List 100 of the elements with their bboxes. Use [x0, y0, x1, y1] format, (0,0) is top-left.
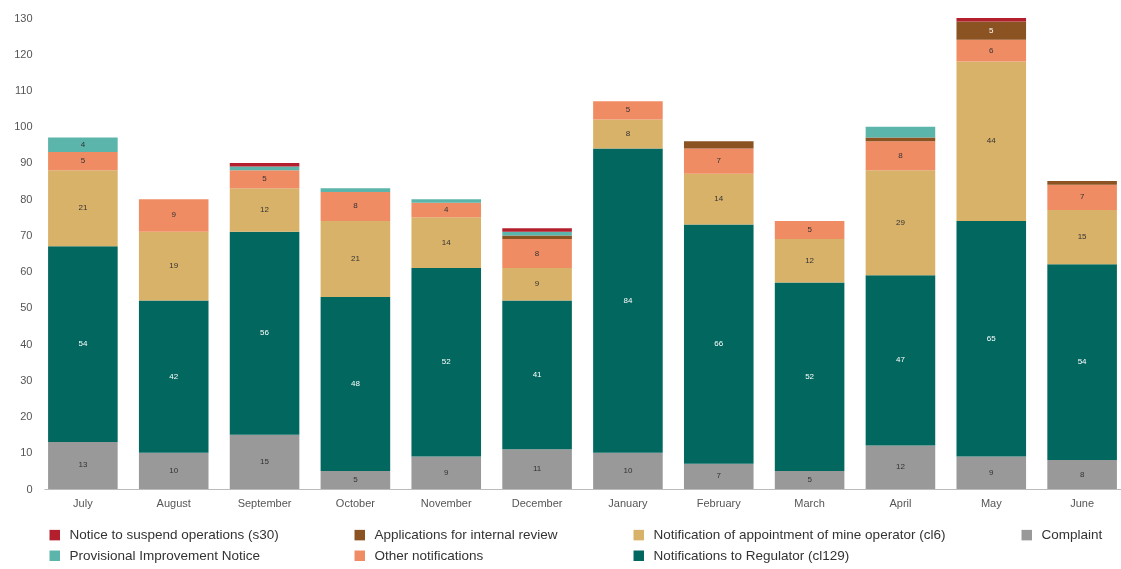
y-tick-label: 110: [14, 83, 33, 96]
bar: [1047, 184, 1117, 211]
data-label: 52: [805, 371, 815, 381]
bar: [320, 470, 391, 489]
data-label: 66: [714, 339, 724, 349]
data-label: 14: [714, 194, 724, 204]
data-label: 15: [1077, 232, 1088, 242]
bar: [502, 300, 572, 450]
bar: [956, 18, 1027, 22]
data-label: 5: [80, 156, 86, 166]
data-label: 11: [532, 464, 542, 474]
x-tick-label: February: [696, 496, 742, 509]
y-tick-label: 130: [14, 11, 33, 24]
legend-label: Notification of appointment of mine operator (cl6): [653, 527, 946, 543]
x-tick-label: December: [511, 496, 563, 509]
data-label: 9: [444, 467, 450, 477]
data-label: 56: [260, 328, 270, 338]
data-label: 4: [444, 205, 450, 215]
legend-label: Notice to suspend operations (s30): [69, 527, 279, 543]
bar: [229, 170, 300, 189]
data-label: 47: [895, 355, 906, 365]
x-tick-label: March: [794, 496, 825, 509]
y-tick-label: 40: [20, 337, 33, 350]
bar: [1047, 210, 1117, 265]
bar: [502, 235, 572, 240]
data-label: 15: [260, 456, 270, 466]
bar: [774, 470, 845, 489]
y-tick-label: 70: [20, 228, 33, 241]
bar: [320, 296, 391, 471]
data-label: 5: [989, 25, 995, 35]
x-tick-label: September: [237, 496, 292, 509]
data-label: 7: [1079, 192, 1085, 202]
bar: [502, 228, 572, 232]
data-label: 54: [78, 339, 88, 349]
bar: [138, 452, 209, 489]
data-label: 21: [78, 203, 88, 213]
bar: [229, 162, 300, 167]
bar: [774, 239, 845, 283]
data-label: 84: [623, 295, 633, 305]
y-tick-label: 80: [20, 192, 33, 205]
legend-label: Notifications to Regulator (cl129): [653, 547, 850, 563]
bar: [774, 282, 845, 471]
data-label: 8: [625, 128, 631, 138]
data-label: 19: [169, 261, 179, 271]
x-tick-label: October: [335, 496, 376, 509]
bar: [411, 456, 482, 489]
data-label: 9: [534, 279, 540, 289]
data-label: 9: [989, 467, 995, 477]
bar: [320, 188, 391, 192]
data-label: 13: [78, 460, 88, 470]
bar: [138, 231, 209, 301]
bar: [320, 191, 391, 221]
y-tick-label: 20: [20, 410, 33, 423]
data-label: 44: [986, 136, 997, 146]
data-label: 5: [625, 105, 631, 115]
bar: [956, 39, 1027, 62]
data-label: 8: [353, 201, 359, 211]
data-label: 8: [898, 150, 904, 160]
y-tick-label: 120: [14, 47, 33, 60]
bar: [411, 217, 482, 268]
y-tick-label: 100: [14, 120, 33, 133]
data-label: 10: [623, 465, 633, 475]
data-label: 8: [1079, 469, 1085, 479]
bar: [411, 267, 482, 457]
x-tick-label: April: [889, 496, 912, 509]
y-tick-label: 90: [20, 156, 33, 169]
bar: [48, 170, 118, 247]
x-tick-label: May: [980, 496, 1003, 509]
x-tick-label: November: [420, 496, 472, 509]
bar: [1047, 181, 1117, 185]
y-tick-label: 60: [20, 265, 33, 278]
bar: [865, 141, 936, 171]
data-label: 54: [1077, 357, 1088, 367]
data-label: 5: [262, 174, 268, 184]
bar: [683, 463, 754, 489]
data-label: 6: [989, 45, 995, 55]
bar: [683, 148, 754, 174]
bar: [593, 452, 663, 489]
x-tick-label: July: [73, 496, 94, 509]
x-tick-label: June: [1070, 496, 1095, 509]
data-label: 8: [534, 248, 540, 258]
legend-label: Other notifications: [374, 547, 484, 563]
bar: [48, 152, 118, 171]
bar: [48, 137, 118, 153]
data-label: 5: [353, 474, 359, 484]
bar: [593, 101, 663, 120]
bar: [1047, 460, 1117, 489]
bar: [48, 246, 118, 442]
bar: [411, 202, 482, 218]
bar: [1047, 264, 1117, 461]
data-label: 5: [807, 224, 813, 234]
bar: [956, 61, 1027, 221]
data-label: 29: [895, 217, 906, 227]
data-label: 21: [350, 253, 361, 263]
bar: [411, 199, 482, 203]
x-tick-label: August: [156, 496, 191, 509]
bar: [956, 21, 1027, 40]
bar: [683, 224, 754, 464]
data-label: 12: [895, 462, 906, 472]
y-tick-label: 50: [20, 301, 33, 314]
